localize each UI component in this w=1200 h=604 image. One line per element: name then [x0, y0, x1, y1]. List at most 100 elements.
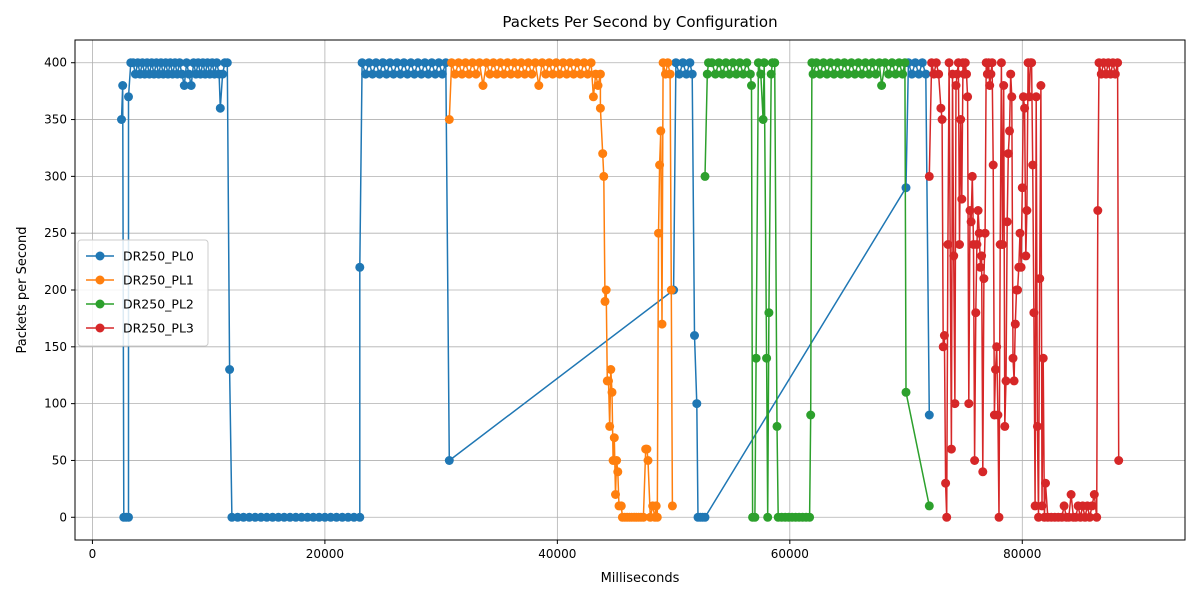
data-point: [960, 58, 970, 68]
data-point: [826, 58, 835, 68]
data-point: [427, 58, 437, 68]
data-point: [444, 115, 454, 124]
data-point: [714, 58, 724, 68]
y-tick-label: 250: [44, 226, 67, 240]
data-point: [378, 58, 388, 68]
data-point: [1021, 251, 1031, 261]
data-point: [1006, 69, 1016, 79]
legend-label: DR250_PL3: [123, 321, 194, 336]
data-point: [182, 58, 192, 68]
legend-marker: [95, 251, 105, 261]
data-point: [700, 171, 710, 181]
data-point: [987, 58, 997, 68]
data-point: [606, 365, 616, 374]
y-tick-label: 400: [44, 56, 67, 70]
data-point: [700, 512, 710, 522]
data-point: [1066, 490, 1076, 499]
data-point: [972, 240, 982, 249]
data-point: [667, 501, 677, 511]
data-point: [857, 69, 867, 79]
data-point: [586, 58, 596, 68]
data-point: [742, 58, 752, 68]
data-point: [177, 69, 187, 79]
data-point: [502, 58, 512, 68]
data-point: [1002, 217, 1012, 227]
data-point: [891, 69, 901, 79]
data-point: [991, 365, 1000, 374]
data-point: [565, 58, 575, 68]
y-tick-label: 150: [44, 340, 67, 354]
data-point: [710, 69, 720, 79]
data-point: [751, 353, 761, 363]
legend-item: DR250_PL0: [86, 249, 194, 264]
data-point: [910, 58, 920, 68]
data-point: [225, 365, 235, 374]
data-point: [946, 444, 956, 454]
data-point: [1013, 285, 1023, 295]
legend-marker: [95, 275, 105, 285]
data-point: [495, 58, 505, 68]
data-point: [375, 69, 384, 79]
series-DR250_PL0: [117, 58, 934, 522]
data-point: [1089, 490, 1099, 499]
data-point: [924, 410, 934, 420]
data-point: [690, 331, 699, 340]
data-point: [643, 456, 653, 465]
data-point: [444, 456, 454, 465]
data-point: [461, 58, 470, 68]
data-point: [437, 69, 447, 79]
data-point: [555, 69, 565, 79]
data-point: [678, 58, 688, 68]
data-point: [1001, 376, 1011, 386]
data-point: [600, 296, 610, 306]
data-point: [478, 81, 488, 90]
data-point: [685, 58, 695, 68]
data-point: [717, 69, 727, 79]
data-point: [409, 69, 419, 79]
data-point: [609, 433, 619, 443]
data-point: [846, 58, 856, 68]
data-point: [674, 69, 684, 79]
data-point: [973, 206, 983, 215]
legend-marker: [95, 323, 105, 333]
data-point: [124, 92, 133, 102]
data-point: [642, 444, 652, 454]
data-point: [1093, 206, 1103, 215]
data-point: [871, 69, 881, 79]
data-point: [731, 69, 741, 79]
data-point: [651, 501, 661, 511]
data-point: [468, 58, 477, 68]
data-point: [357, 58, 367, 68]
data-point: [766, 69, 776, 79]
x-tick-label: 80000: [1003, 547, 1041, 561]
data-point: [430, 69, 440, 79]
y-tick-label: 300: [44, 169, 67, 183]
data-point: [1035, 274, 1045, 284]
data-point: [215, 103, 225, 113]
data-point: [613, 467, 623, 477]
data-point: [576, 69, 586, 79]
data-point: [485, 69, 495, 79]
data-point: [724, 69, 734, 79]
x-tick-label: 0: [89, 547, 97, 561]
data-point: [527, 69, 537, 79]
data-point: [595, 103, 605, 113]
series-layer: [117, 58, 1124, 522]
data-point: [364, 58, 374, 68]
data-point: [944, 58, 954, 68]
data-point: [454, 58, 464, 68]
data-point: [423, 69, 433, 79]
data-point: [544, 58, 554, 68]
data-point: [464, 69, 474, 79]
data-point: [657, 319, 667, 329]
data-point: [836, 69, 846, 79]
data-point: [707, 58, 717, 68]
data-point: [986, 69, 996, 79]
data-point: [735, 58, 745, 68]
data-point: [806, 410, 816, 420]
data-point: [941, 478, 951, 488]
data-point: [607, 387, 617, 397]
data-point: [756, 69, 766, 79]
data-point: [450, 69, 460, 79]
data-point: [413, 58, 423, 68]
